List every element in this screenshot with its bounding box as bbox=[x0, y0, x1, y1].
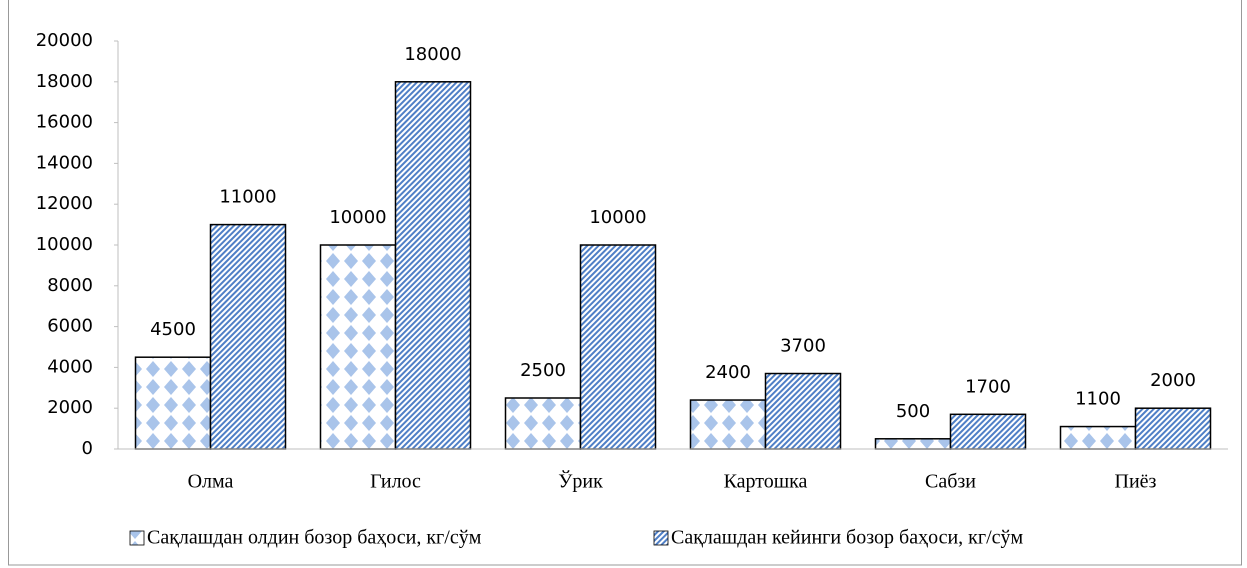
data-label: 2400 bbox=[705, 362, 751, 383]
data-label: 500 bbox=[896, 401, 930, 422]
y-tick-label: 12000 bbox=[36, 193, 93, 214]
bar bbox=[764, 372, 842, 450]
bar bbox=[689, 399, 767, 450]
data-label: 10000 bbox=[329, 207, 386, 228]
data-label: 1100 bbox=[1075, 389, 1121, 410]
bar bbox=[874, 438, 952, 450]
y-tick-label: 20000 bbox=[36, 30, 93, 51]
data-label: 10000 bbox=[589, 207, 646, 228]
bar bbox=[949, 413, 1027, 450]
bar bbox=[1059, 425, 1137, 450]
x-tick-label: Картошка bbox=[724, 471, 808, 493]
bar bbox=[1134, 407, 1212, 450]
data-label: 18000 bbox=[404, 44, 461, 65]
y-tick-label: 6000 bbox=[47, 316, 93, 337]
bar bbox=[134, 356, 212, 450]
y-tick-label: 10000 bbox=[36, 234, 93, 255]
y-tick-label: 16000 bbox=[36, 112, 93, 133]
data-label: 2500 bbox=[520, 360, 566, 381]
data-label: 4500 bbox=[150, 319, 196, 340]
legend-swatch bbox=[653, 530, 669, 546]
bar bbox=[209, 223, 287, 450]
x-tick-label: Сабзи bbox=[925, 471, 976, 493]
data-label: 11000 bbox=[219, 187, 276, 208]
y-tick-label: 18000 bbox=[36, 71, 93, 92]
x-tick-label: Ўрик bbox=[558, 470, 603, 493]
bar bbox=[394, 81, 472, 450]
bar bbox=[319, 244, 397, 450]
y-tick-label: 0 bbox=[82, 438, 93, 459]
x-tick-label: Гилос bbox=[370, 471, 421, 493]
bar bbox=[579, 244, 657, 450]
x-tick-label: Пиёз bbox=[1115, 471, 1157, 493]
bar bbox=[504, 397, 582, 450]
y-tick-label: 14000 bbox=[36, 152, 93, 173]
legend-swatch bbox=[129, 530, 145, 546]
data-label: 3700 bbox=[780, 336, 826, 357]
y-tick-label: 4000 bbox=[47, 356, 93, 377]
y-tick-label: 8000 bbox=[47, 275, 93, 296]
x-tick-label: Олма bbox=[188, 471, 234, 493]
legend-label: Сақлашдан олдин бозор баҳоси, кг/сўм bbox=[147, 527, 482, 549]
data-label: 1700 bbox=[965, 376, 1011, 397]
legend-label: Сақлашдан кейинги бозор баҳоси, кг/сўм bbox=[671, 527, 1024, 549]
y-tick-label: 2000 bbox=[47, 397, 93, 418]
data-label: 2000 bbox=[1150, 370, 1196, 391]
